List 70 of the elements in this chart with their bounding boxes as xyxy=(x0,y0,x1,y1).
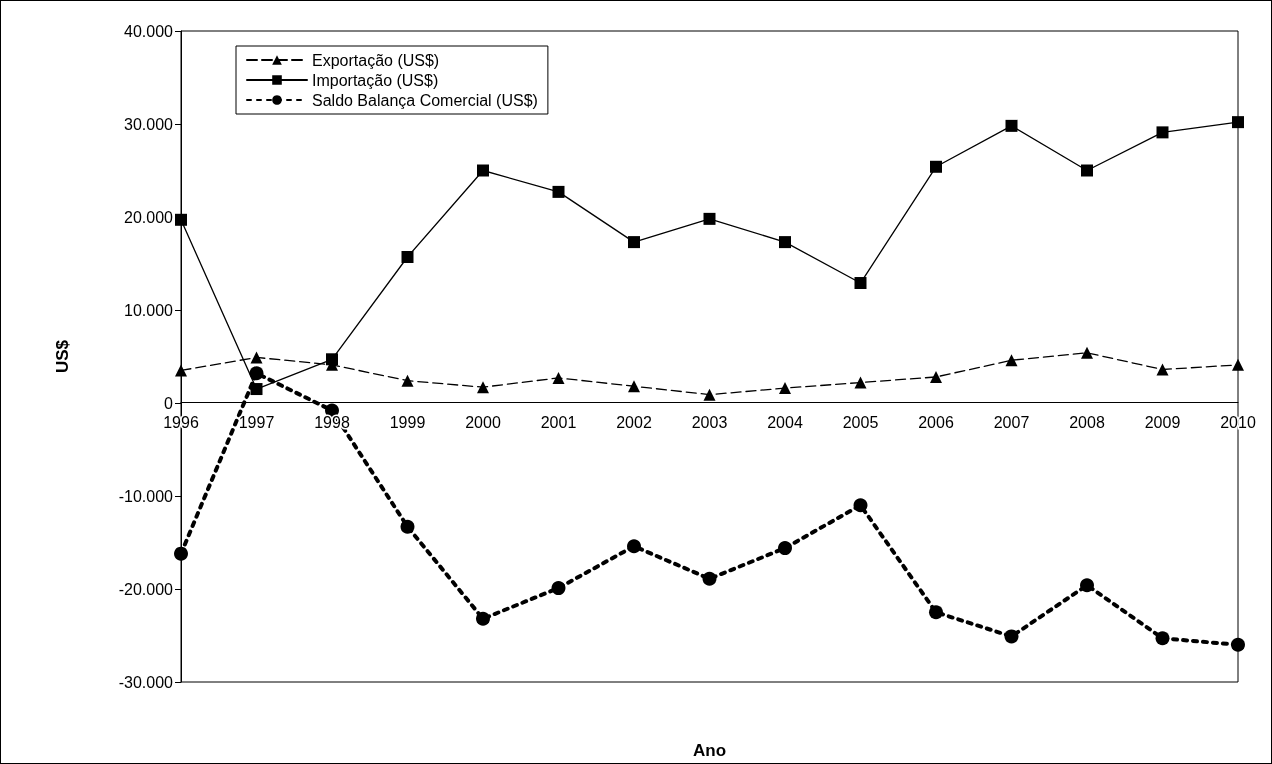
point xyxy=(400,519,415,534)
point xyxy=(628,380,640,393)
point xyxy=(1080,578,1094,593)
point xyxy=(1004,629,1019,644)
x-axis-title: Ano xyxy=(692,741,727,760)
point xyxy=(401,250,414,263)
point xyxy=(1081,346,1093,359)
x-tick-label: 2007 xyxy=(993,413,1030,431)
y-tick-label: 0 xyxy=(164,394,174,412)
point xyxy=(1156,363,1169,376)
point xyxy=(401,374,414,387)
point xyxy=(628,236,640,249)
x-tick-label: 2008 xyxy=(1069,413,1105,431)
point xyxy=(250,383,263,396)
y-tick-label: -30.000 xyxy=(118,673,174,691)
x-tick-label: 2009 xyxy=(1144,413,1181,431)
point xyxy=(552,185,565,198)
x-tick-label: 2003 xyxy=(691,413,728,431)
x-tick-label: 2001 xyxy=(540,413,577,431)
point xyxy=(326,353,338,366)
legend-label: Saldo Balança Comercial (US$) xyxy=(312,91,538,109)
legend-label: Exportação (US$) xyxy=(312,51,440,69)
point xyxy=(476,611,490,626)
point xyxy=(1005,119,1018,132)
legend-label: Importação (US$) xyxy=(312,71,439,89)
point xyxy=(175,364,187,377)
point xyxy=(551,581,566,596)
point xyxy=(703,388,716,401)
point xyxy=(1156,126,1169,139)
x-tick-label: 2004 xyxy=(767,413,803,431)
point xyxy=(1231,637,1245,652)
y-axis-title: US$ xyxy=(53,339,72,374)
point xyxy=(779,382,791,395)
y-tick-label: 10.000 xyxy=(124,301,174,319)
x-tick-label: 2002 xyxy=(616,413,652,431)
point xyxy=(929,605,943,620)
y-tick-label: 30.000 xyxy=(124,115,174,133)
point xyxy=(552,371,565,384)
y-tick-label: -10.000 xyxy=(118,487,174,505)
point xyxy=(703,212,716,225)
point xyxy=(1232,116,1244,129)
point xyxy=(930,160,942,173)
x-tick-label: 2006 xyxy=(918,413,954,431)
y-tick-label: 20.000 xyxy=(124,208,174,226)
x-tick-label: 1999 xyxy=(389,413,426,431)
x-tick-label: 1998 xyxy=(314,413,350,431)
point xyxy=(174,546,188,561)
point xyxy=(1005,354,1018,367)
point xyxy=(250,351,263,364)
x-tick-label: 2000 xyxy=(465,413,501,431)
point xyxy=(702,571,717,586)
point xyxy=(477,381,489,394)
point xyxy=(854,277,867,290)
point xyxy=(854,376,867,389)
point xyxy=(930,370,942,383)
point xyxy=(627,539,641,554)
point xyxy=(477,164,489,177)
y-tick-label: 40.000 xyxy=(124,22,174,40)
x-tick-label: 2005 xyxy=(842,413,879,431)
point xyxy=(1081,164,1093,177)
point xyxy=(779,236,791,249)
point xyxy=(778,541,792,556)
point xyxy=(175,213,187,226)
point xyxy=(853,498,868,513)
point xyxy=(1155,631,1170,646)
point xyxy=(1232,358,1244,371)
x-tick-label: 1997 xyxy=(238,413,275,431)
y-tick-label: -20.000 xyxy=(118,580,174,598)
point xyxy=(249,366,264,381)
x-tick-label: 2010 xyxy=(1220,413,1256,431)
